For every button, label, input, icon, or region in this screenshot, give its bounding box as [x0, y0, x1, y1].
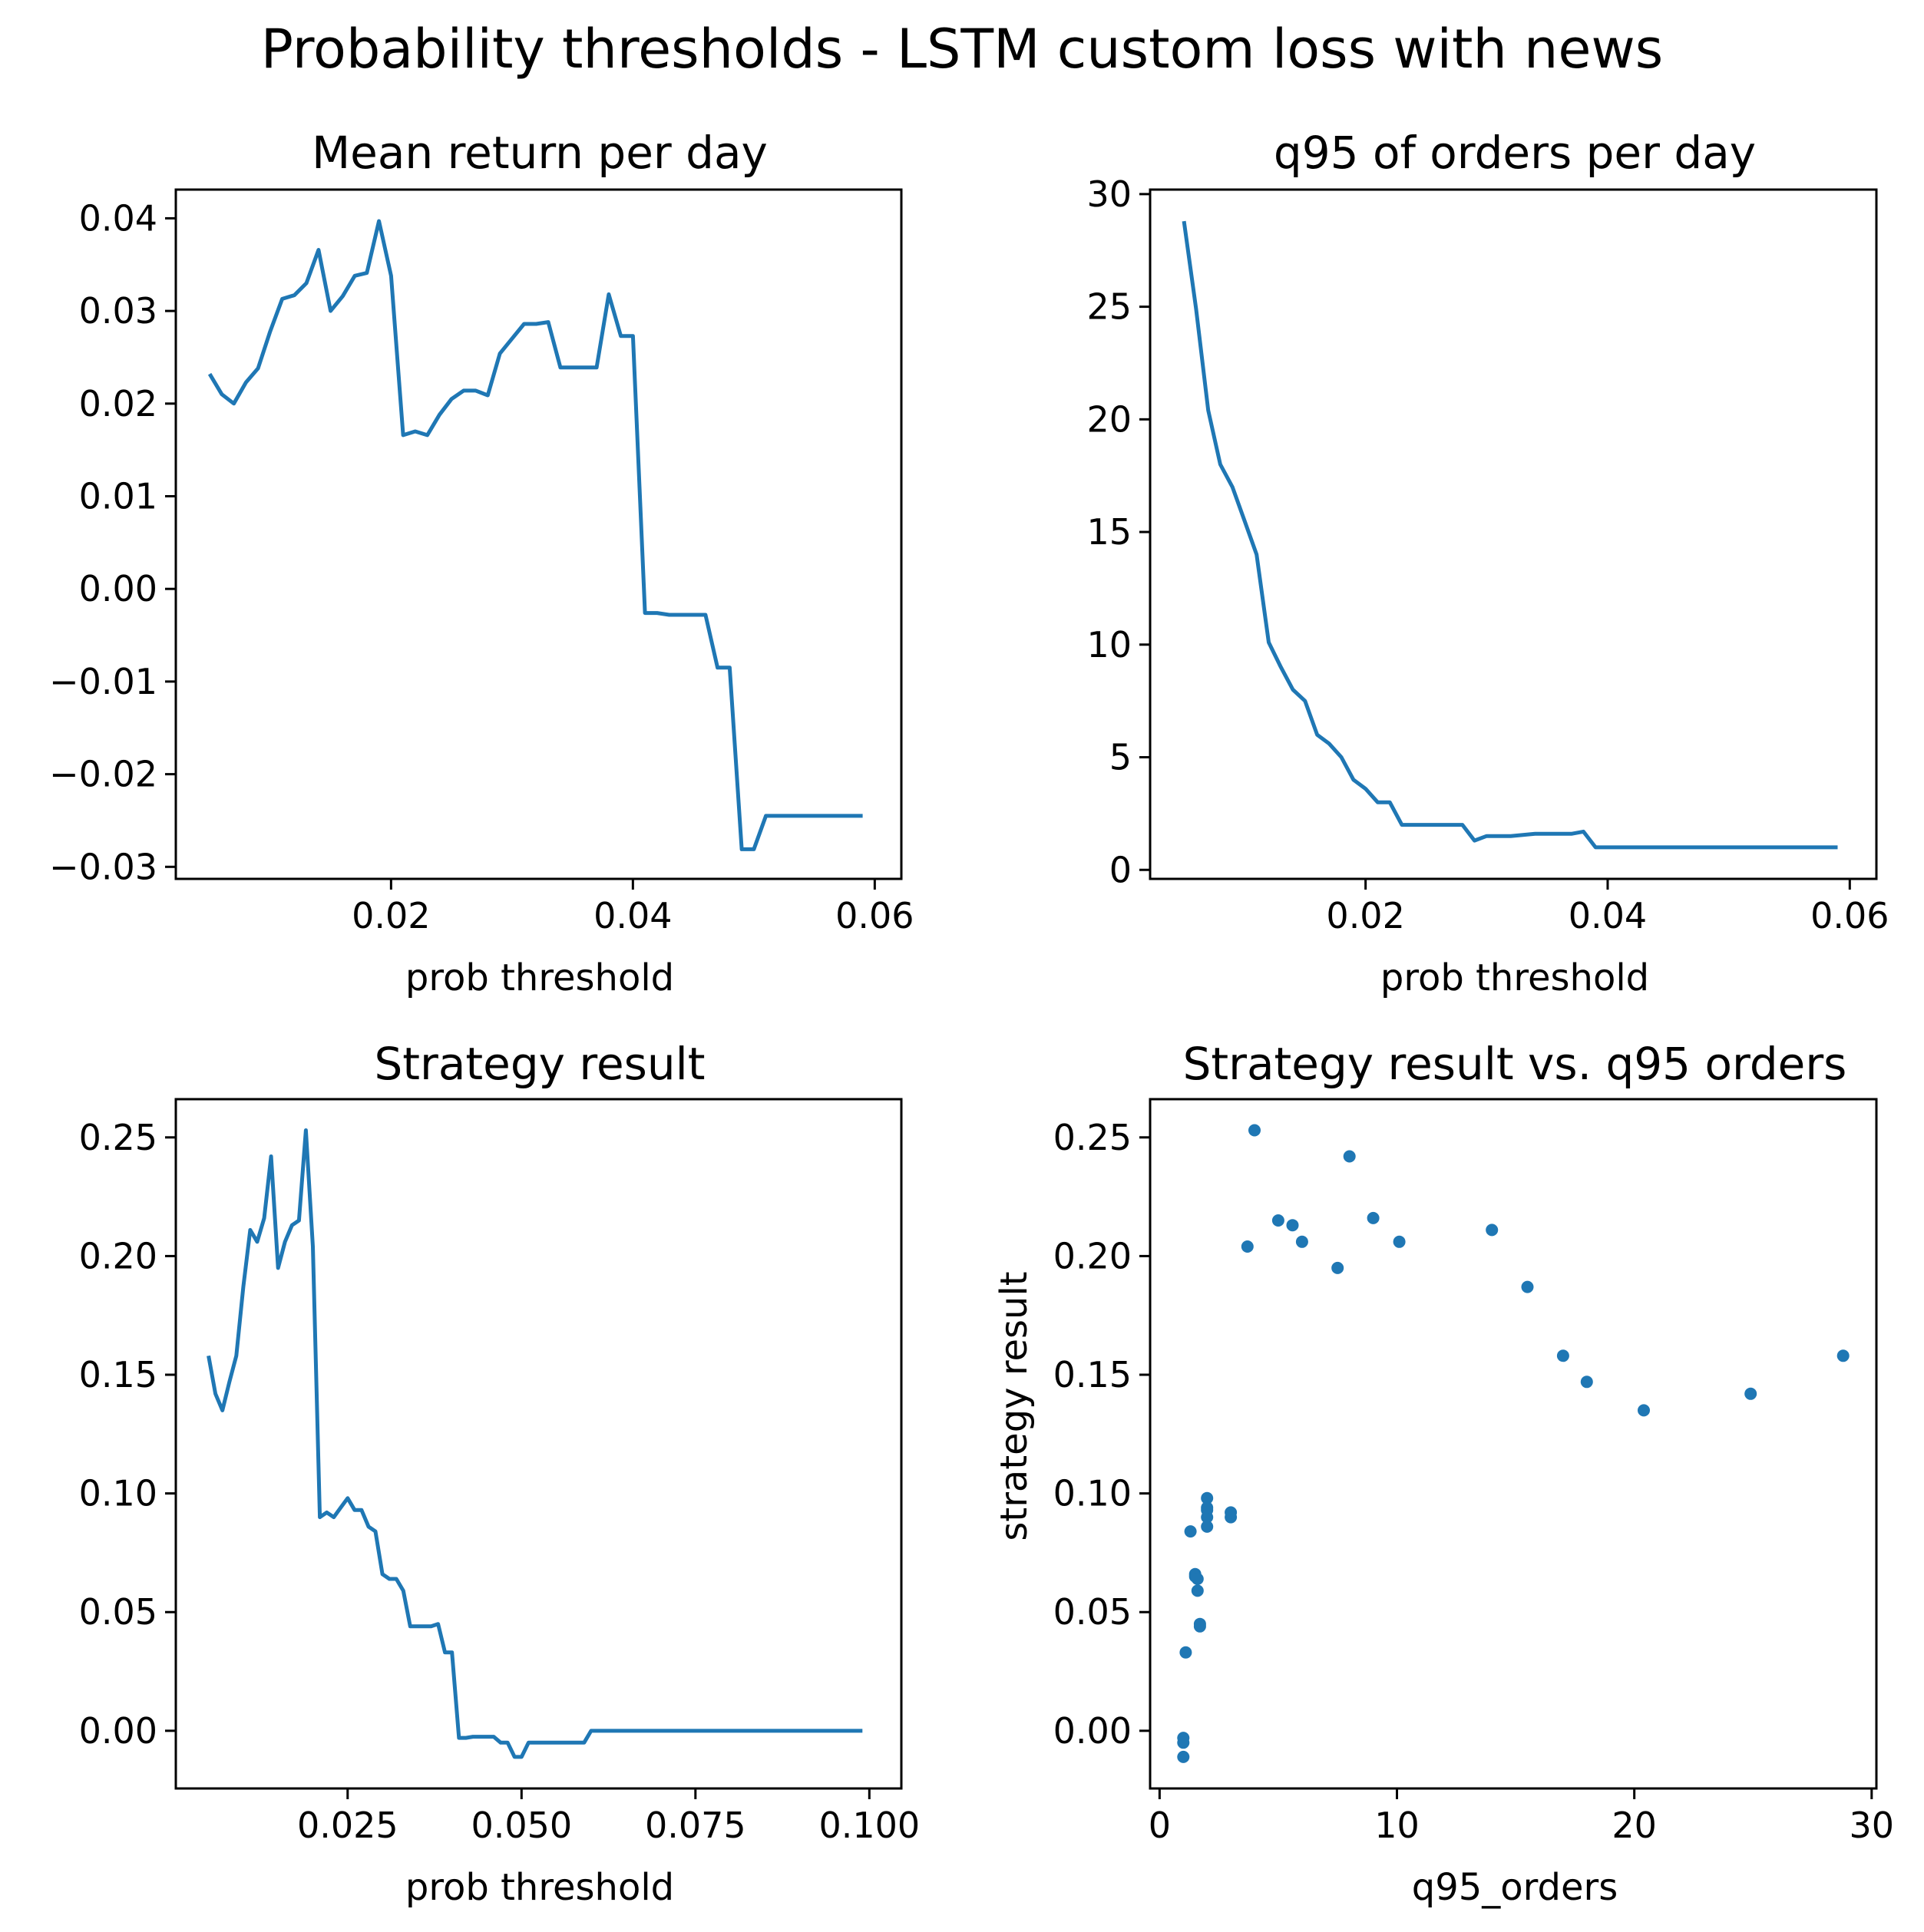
x-tick-label: 30	[1850, 1805, 1895, 1846]
y-tick-label: 25	[1086, 286, 1132, 328]
scatter-point	[1225, 1506, 1238, 1519]
y-axis-label: strategy result	[993, 1271, 1036, 1541]
y-tick-label: 0	[1109, 849, 1132, 890]
x-tick-label: 0.050	[471, 1805, 572, 1846]
scatter-point	[1343, 1150, 1356, 1163]
scatter-point	[1331, 1261, 1344, 1274]
x-tick-label: 0.06	[835, 895, 914, 936]
scatter-point	[1367, 1211, 1380, 1224]
scatter-point	[1836, 1349, 1850, 1362]
scatter-point	[1177, 1736, 1190, 1749]
scatter-point	[1744, 1387, 1757, 1400]
scatter-point	[1271, 1214, 1284, 1227]
panel-mean-return: Mean return per day prob threshold 0.02 0…	[49, 127, 914, 999]
x-axis-label: q95_orders	[1412, 1866, 1618, 1909]
y-tick-label: 0.15	[79, 1354, 157, 1395]
x-tick-label: 0.075	[645, 1805, 746, 1846]
y-tick-label: 30	[1086, 173, 1132, 215]
y-tick-label: 5	[1109, 737, 1132, 778]
y-tick-label: 10	[1086, 624, 1132, 665]
y-tick-label: −0.03	[49, 846, 157, 887]
scatter-point	[1201, 1501, 1214, 1514]
x-tick-label: 0.02	[1326, 895, 1404, 936]
scatter-point	[1248, 1124, 1261, 1137]
figure-title: Probability thresholds - LSTM custom los…	[261, 18, 1663, 81]
y-tick-label: 0.15	[1053, 1354, 1132, 1395]
axes-frame	[174, 188, 903, 880]
axes-frame	[1149, 188, 1878, 880]
y-tick-label: 0.20	[79, 1235, 157, 1276]
y-tick-label: −0.01	[49, 661, 157, 702]
y-tick-label: 0.05	[1053, 1591, 1132, 1633]
scatter-point	[1201, 1491, 1214, 1504]
scatter-point	[1295, 1235, 1308, 1248]
scatter-point	[1638, 1404, 1650, 1417]
series-line	[1182, 220, 1838, 850]
panel-title: q95 of orders per day	[1274, 127, 1756, 179]
y-tick-label: 0.10	[1053, 1473, 1132, 1514]
y-tick-label: 0.05	[79, 1591, 157, 1633]
x-axis-label: prob threshold	[1380, 956, 1649, 999]
scatter-point	[1241, 1240, 1254, 1253]
y-tick-label: 0.01	[79, 476, 157, 517]
scatter-point	[1393, 1235, 1406, 1248]
y-tick-label: 0.00	[1053, 1710, 1132, 1752]
axes-frame	[174, 1098, 903, 1790]
scatter-point	[1179, 1646, 1192, 1659]
scatter-point	[1184, 1525, 1197, 1538]
scatter-point	[1556, 1349, 1569, 1362]
panel-title: Strategy result vs. q95 orders	[1183, 1038, 1847, 1090]
y-tick-label: 0.04	[79, 197, 157, 239]
panel-strategy-vs-q95: Strategy result vs. q95 orders q95_order…	[993, 1038, 1894, 1909]
scatter-point	[1521, 1280, 1534, 1293]
x-axis-label: prob threshold	[405, 956, 674, 999]
y-tick-label: 0.20	[1053, 1235, 1132, 1276]
x-tick-label: 10	[1374, 1805, 1420, 1846]
series-line	[207, 219, 863, 851]
series-line	[207, 1128, 863, 1759]
panel-strategy-result: Strategy result prob threshold 0.025 0.05…	[79, 1038, 921, 1909]
scatter-point	[1286, 1219, 1299, 1232]
y-tick-label: 15	[1086, 511, 1132, 553]
y-tick-label: 0.25	[79, 1117, 157, 1158]
x-axis-label: prob threshold	[405, 1866, 674, 1909]
axes-frame	[1149, 1098, 1878, 1790]
y-tick-label: −0.02	[49, 754, 157, 795]
x-tick-label: 0.02	[352, 895, 430, 936]
scatter-point	[1201, 1511, 1214, 1524]
scatter-point	[1193, 1617, 1206, 1630]
x-tick-label: 0	[1149, 1805, 1171, 1846]
x-tick-label: 0.04	[593, 895, 672, 936]
y-tick-label: 0.00	[79, 568, 157, 609]
x-tick-label: 0.06	[1810, 895, 1889, 936]
scatter-point	[1580, 1376, 1593, 1389]
scatter-point	[1177, 1750, 1190, 1763]
x-tick-label: 0.025	[297, 1805, 398, 1846]
y-tick-label: 0.02	[79, 383, 157, 424]
y-tick-label: 20	[1086, 398, 1132, 440]
scatter-point	[1191, 1584, 1204, 1597]
scatter-point	[1486, 1224, 1499, 1237]
x-tick-label: 20	[1612, 1805, 1657, 1846]
panel-title: Strategy result	[374, 1038, 705, 1090]
y-tick-label: 0.00	[79, 1710, 157, 1752]
scatter-point	[1191, 1573, 1204, 1585]
scatter-point	[1201, 1520, 1214, 1533]
y-tick-label: 0.03	[79, 290, 157, 332]
x-tick-label: 0.100	[818, 1805, 920, 1846]
panel-q95-orders: q95 of orders per day prob threshold 0.0…	[1086, 127, 1889, 999]
x-tick-label: 0.04	[1569, 895, 1647, 936]
panel-title: Mean return per day	[312, 127, 768, 179]
y-tick-label: 0.10	[79, 1473, 157, 1514]
y-tick-label: 0.25	[1053, 1117, 1132, 1158]
